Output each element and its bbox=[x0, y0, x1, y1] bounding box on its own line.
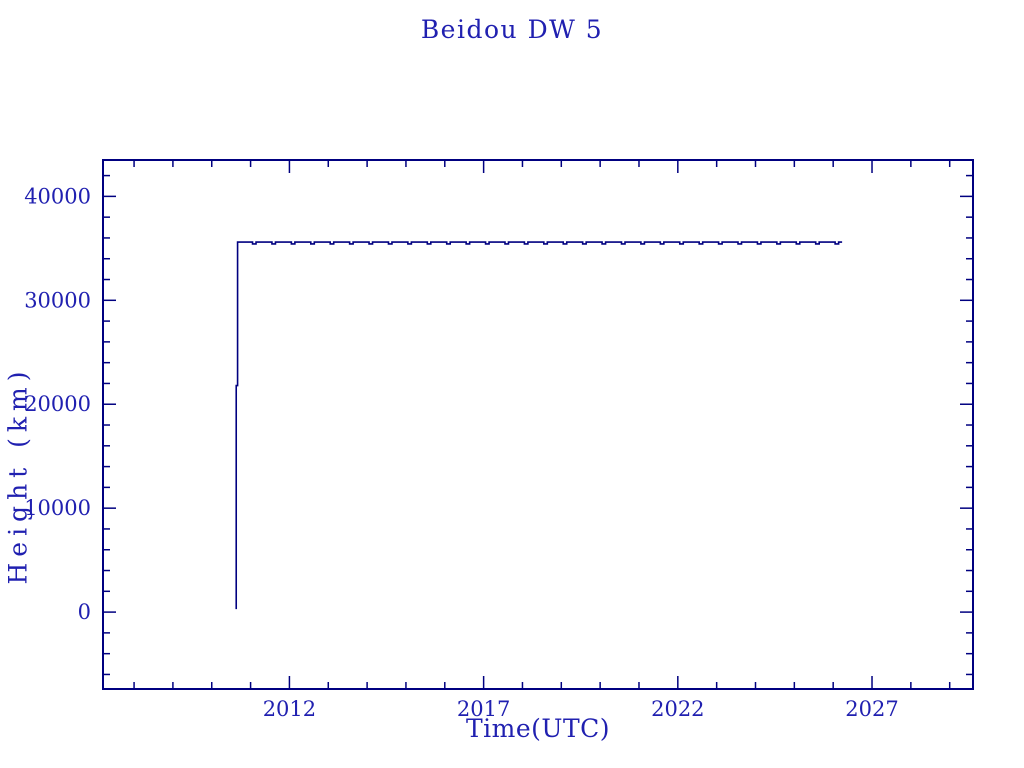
height-series-line bbox=[235, 241, 843, 610]
axis-ticks bbox=[103, 160, 973, 689]
y-tick-label: 10000 bbox=[24, 496, 91, 520]
plot-frame bbox=[102, 159, 974, 690]
x-axis-title: Time(UTC) bbox=[465, 714, 611, 743]
chart-title: Beidou DW 5 bbox=[420, 15, 604, 44]
x-tick-label: 2027 bbox=[845, 697, 898, 721]
x-tick-label: 2012 bbox=[263, 697, 316, 721]
x-tick-label: 2022 bbox=[651, 697, 704, 721]
x-tick-label: 2017 bbox=[457, 697, 510, 721]
y-tick-label: 40000 bbox=[24, 184, 91, 208]
y-tick-label: 20000 bbox=[24, 392, 91, 416]
tick-labels: 2012 2017 2022 2027 0 10000 20000 30000 40000 bbox=[24, 184, 899, 721]
y-tick-label: 30000 bbox=[24, 288, 91, 312]
y-tick-label: 0 bbox=[78, 600, 91, 624]
